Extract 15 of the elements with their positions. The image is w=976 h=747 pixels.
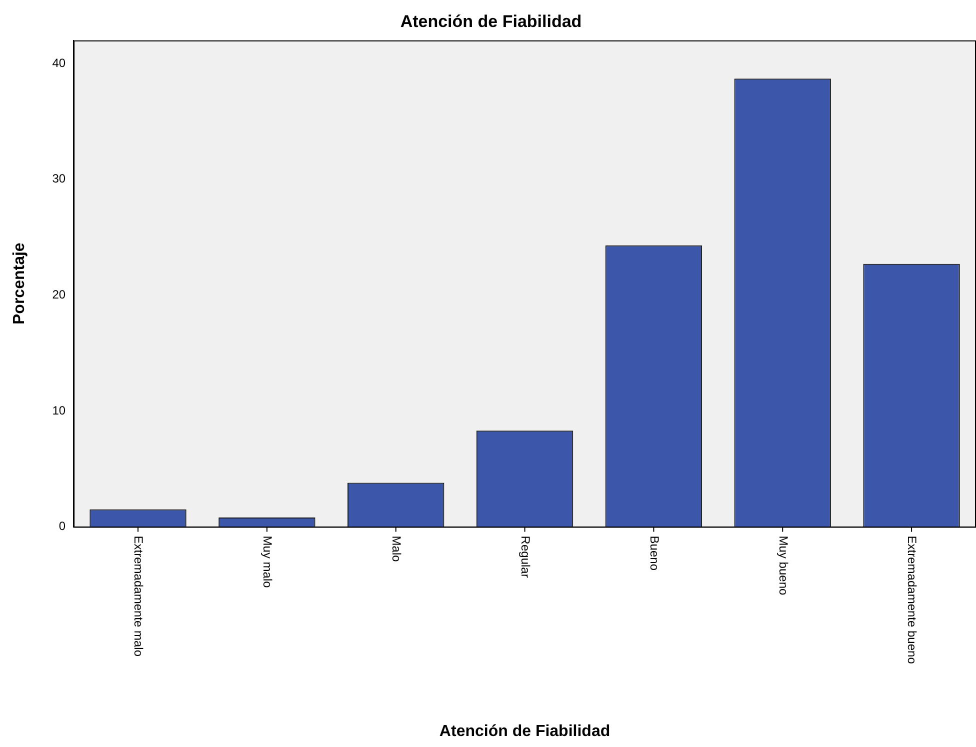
y-tick-label: 40: [52, 56, 66, 70]
y-tick-label: 10: [52, 403, 66, 418]
y-tick-label: 20: [52, 287, 66, 302]
x-tick-label: Muy bueno: [776, 536, 790, 596]
y-axis-title: Porcentaje: [11, 242, 28, 325]
y-tick-label: 30: [52, 172, 66, 186]
x-tick-label: Muy malo: [260, 536, 275, 588]
x-axis-title: Atención de Fiabilidad: [439, 722, 610, 740]
chart-title: Atención de Fiabilidad: [400, 12, 582, 31]
x-tick-label: Malo: [390, 536, 404, 562]
x-tick-label: Bueno: [647, 536, 662, 571]
x-tick-label: Extremadamente bueno: [905, 536, 920, 664]
y-tick-label: 0: [58, 519, 66, 534]
x-tick-label: Extremadamente malo: [132, 536, 146, 657]
x-tick-label: Regular: [518, 536, 532, 578]
